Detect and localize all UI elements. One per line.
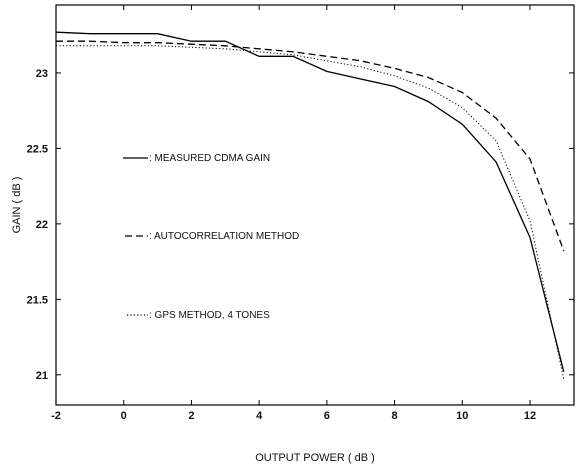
y-tick-label: 21.5	[27, 294, 48, 306]
legend: : MEASURED CDMA GAIN : AUTOCORRELATION ME…	[123, 153, 299, 321]
y-tick-label: 22	[36, 219, 48, 231]
legend-label-3: : GPS METHOD, 4 TONES	[149, 310, 270, 321]
x-tick-label: 12	[524, 410, 536, 422]
series-layer	[55, 31, 565, 380]
legend-label-1: : MEASURED CDMA GAIN	[149, 153, 270, 164]
x-tick-label: 4	[256, 410, 263, 422]
y-axis-ticks: 21 21.5 22 22.5 23	[27, 68, 574, 382]
series-line-3	[56, 45, 565, 380]
x-axis-ticks: -2 0 2 4 6 8 10 12	[51, 5, 536, 422]
x-axis-title: OUTPUT POWER ( dB )	[255, 452, 375, 464]
x-tick-label: 2	[188, 410, 194, 422]
y-axis-title: GAIN ( dB )	[11, 177, 23, 234]
x-tick-label: 6	[324, 410, 330, 422]
y-tick-label: 21	[36, 370, 48, 382]
x-tick-label: 0	[121, 410, 127, 422]
x-tick-label: 8	[391, 410, 397, 422]
y-tick-label: 23	[36, 68, 48, 80]
x-tick-label: -2	[51, 410, 61, 422]
series-line-1	[55, 31, 565, 372]
x-tick-label: 10	[456, 410, 468, 422]
legend-label-2: : AUTOCORRELATION METHOD	[149, 231, 299, 242]
y-tick-label: 22.5	[27, 143, 48, 155]
plot-area-frame	[55, 4, 575, 406]
series-line-2	[56, 40, 565, 252]
